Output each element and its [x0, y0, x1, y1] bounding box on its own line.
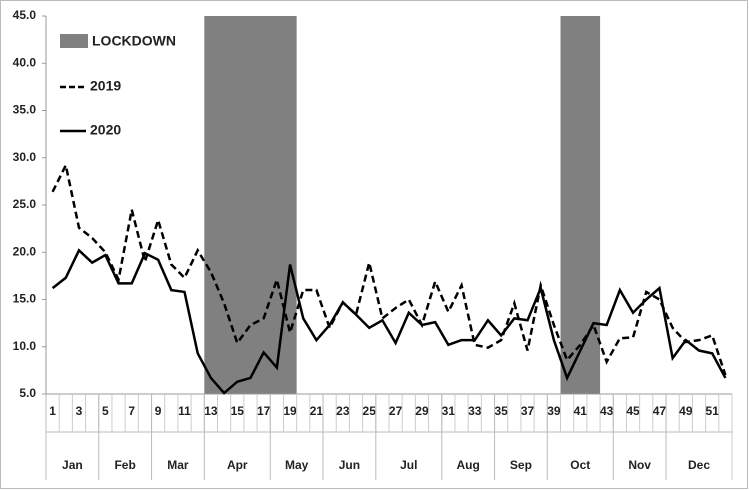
x-tick-label: 29: [415, 404, 429, 418]
x-tick-label: 17: [257, 404, 271, 418]
legend-label: 2020: [90, 122, 121, 138]
month-label: Jan: [62, 458, 83, 472]
lockdown-region: [560, 16, 601, 394]
x-tick-label: 51: [706, 404, 720, 418]
month-label: Jul: [400, 458, 417, 472]
y-tick-label: 25.0: [13, 197, 37, 211]
month-label: Sep: [510, 458, 532, 472]
series-line: [51, 161, 727, 376]
lockdown-region: [204, 16, 297, 394]
y-tick-label: 10.0: [13, 339, 37, 353]
x-tick-label: 11: [178, 404, 191, 418]
x-tick-label: 13: [204, 404, 218, 418]
month-label: Mar: [167, 458, 189, 472]
x-tick-label: 21: [310, 404, 324, 418]
month-label: Jun: [339, 458, 360, 472]
x-tick-label: 49: [679, 404, 693, 418]
x-tick-label: 3: [76, 404, 83, 418]
y-tick-label: 40.0: [13, 55, 37, 69]
x-tick-label: 25: [363, 404, 377, 418]
legend-swatch: [60, 34, 88, 48]
x-tick-label: 45: [626, 404, 640, 418]
x-tick-label: 19: [283, 404, 297, 418]
month-label: Feb: [114, 458, 135, 472]
y-tick-label: 5.0: [19, 386, 36, 400]
x-tick-label: 47: [653, 404, 667, 418]
series-line: [51, 248, 727, 395]
month-label: Aug: [456, 458, 479, 472]
legend-label: 2019: [90, 78, 121, 94]
x-tick-label: 39: [547, 404, 561, 418]
month-label: Nov: [628, 458, 651, 472]
x-tick-label: 15: [231, 404, 245, 418]
x-tick-label: 33: [468, 404, 482, 418]
x-tick-label: 41: [574, 404, 588, 418]
x-tick-label: 1: [49, 404, 56, 418]
x-tick-label: 9: [155, 404, 162, 418]
y-tick-label: 30.0: [13, 150, 37, 164]
y-tick-label: 35.0: [13, 103, 37, 117]
month-label: Dec: [688, 458, 710, 472]
x-tick-label: 31: [442, 404, 456, 418]
x-tick-label: 23: [336, 404, 350, 418]
y-tick-label: 45.0: [13, 8, 37, 22]
month-label: Oct: [570, 458, 590, 472]
x-tick-label: 43: [600, 404, 614, 418]
y-tick-label: 20.0: [13, 244, 37, 258]
x-tick-label: 5: [102, 404, 109, 418]
y-tick-label: 15.0: [13, 292, 37, 306]
month-label: May: [285, 458, 309, 472]
x-tick-label: 37: [521, 404, 535, 418]
legend-label: LOCKDOWN: [92, 33, 176, 49]
x-tick-label: 7: [128, 404, 135, 418]
month-label: Apr: [227, 458, 248, 472]
x-tick-label: 27: [389, 404, 403, 418]
x-tick-label: 35: [494, 404, 508, 418]
